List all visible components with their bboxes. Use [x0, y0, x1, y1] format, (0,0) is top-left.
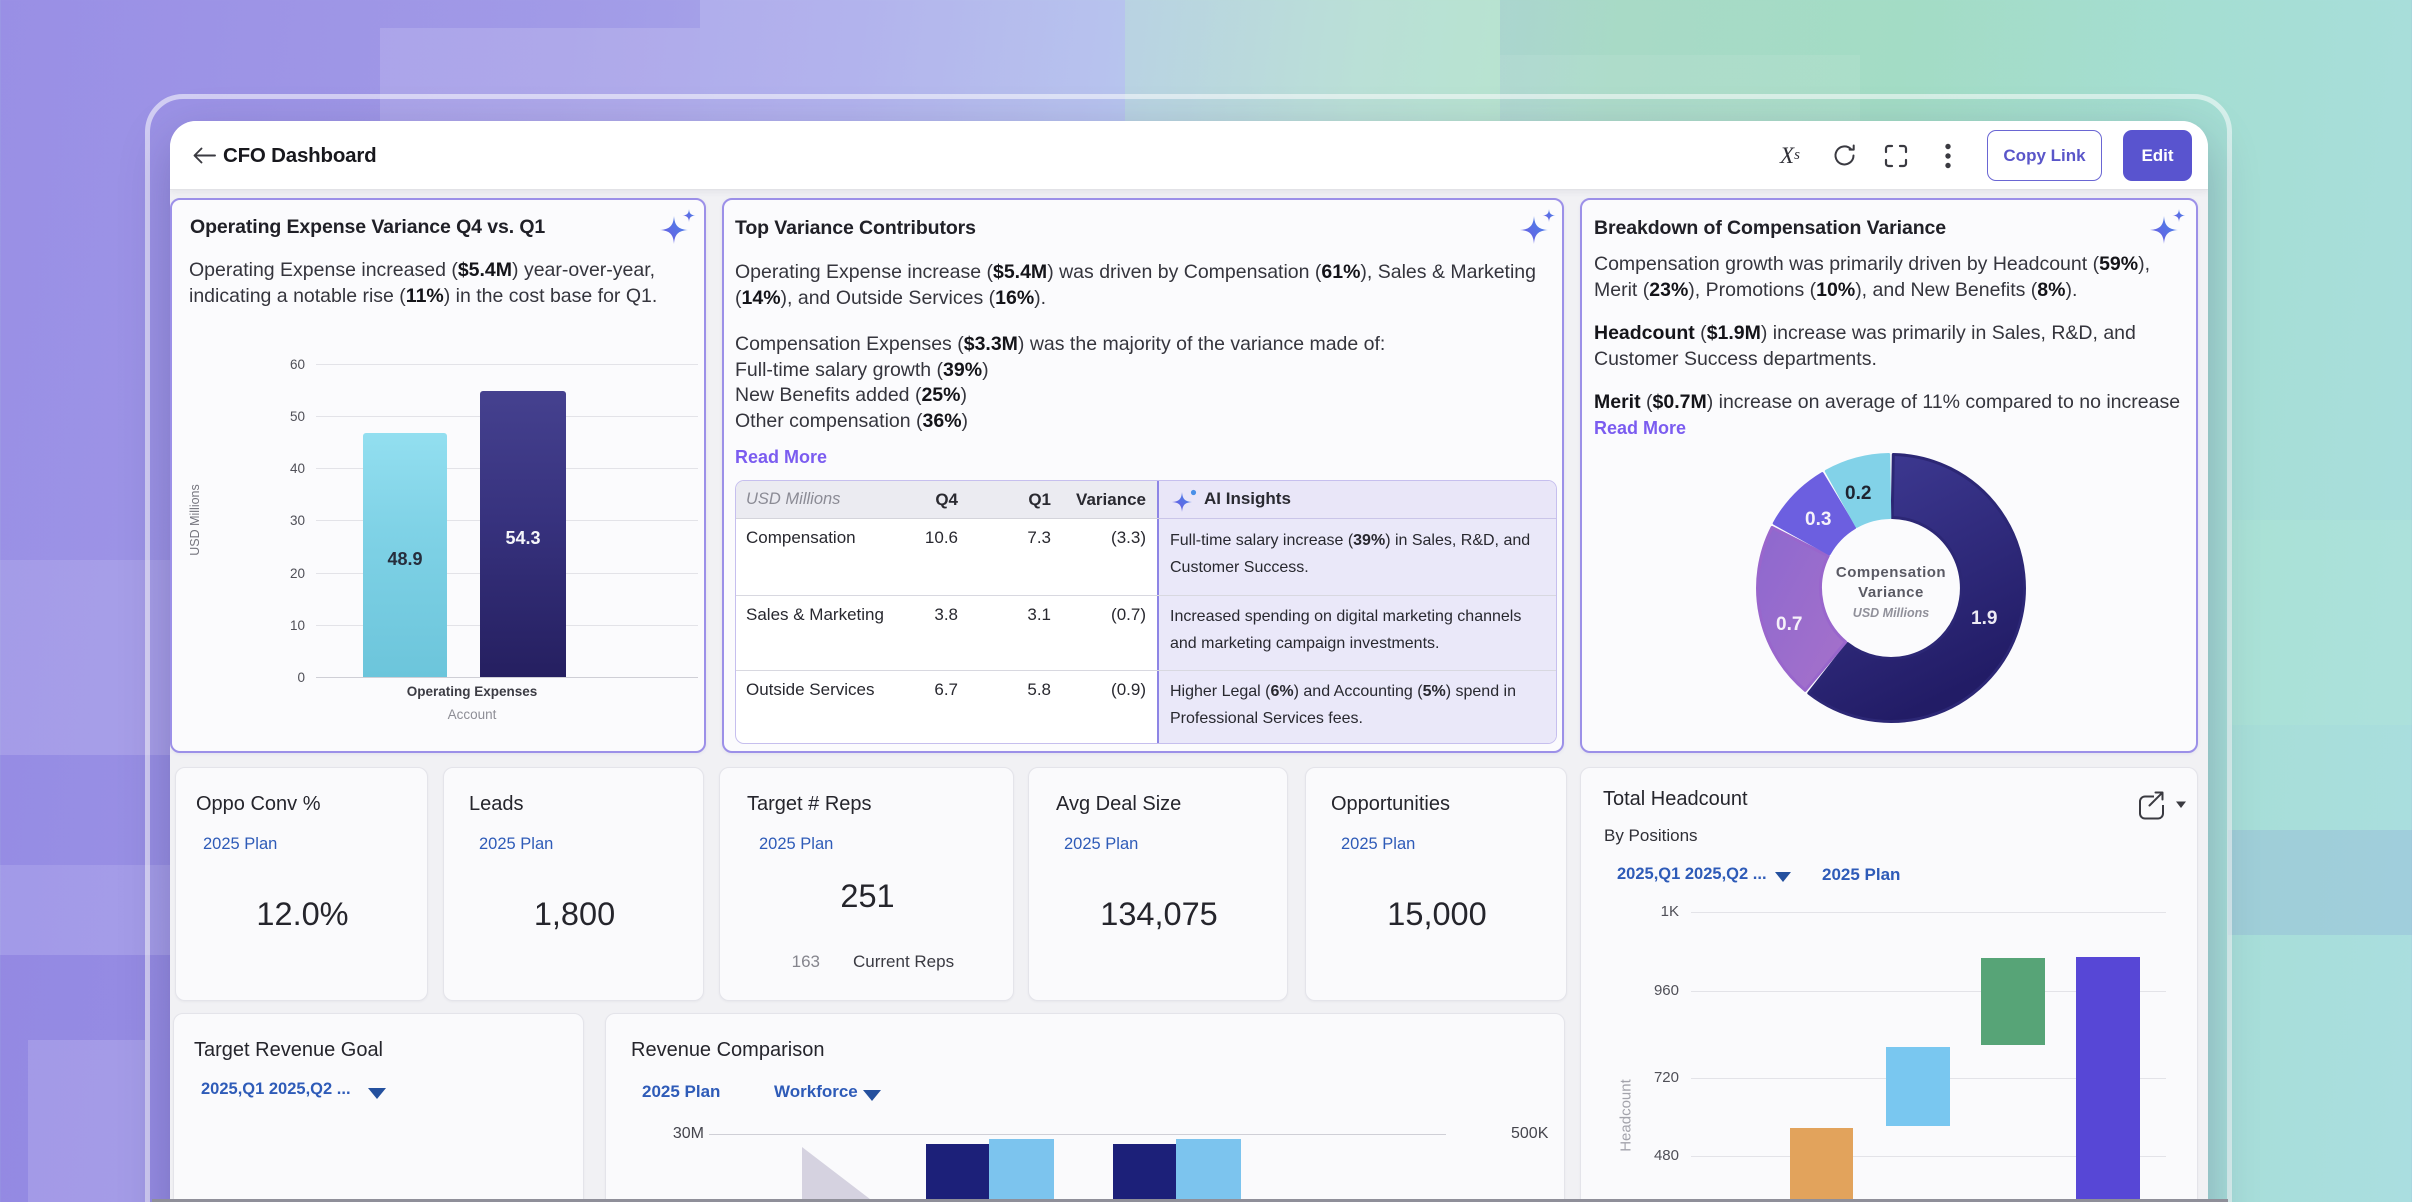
svg-text:Variance: Variance: [1858, 584, 1924, 601]
svg-text:0.7: 0.7: [1776, 614, 1802, 635]
svg-text:1.9: 1.9: [1971, 608, 1997, 629]
svg-text:USD Millions: USD Millions: [1853, 606, 1929, 620]
svg-text:Compensation: Compensation: [1836, 564, 1946, 581]
svg-text:0.2: 0.2: [1845, 483, 1871, 504]
svg-text:0.3: 0.3: [1805, 509, 1831, 530]
